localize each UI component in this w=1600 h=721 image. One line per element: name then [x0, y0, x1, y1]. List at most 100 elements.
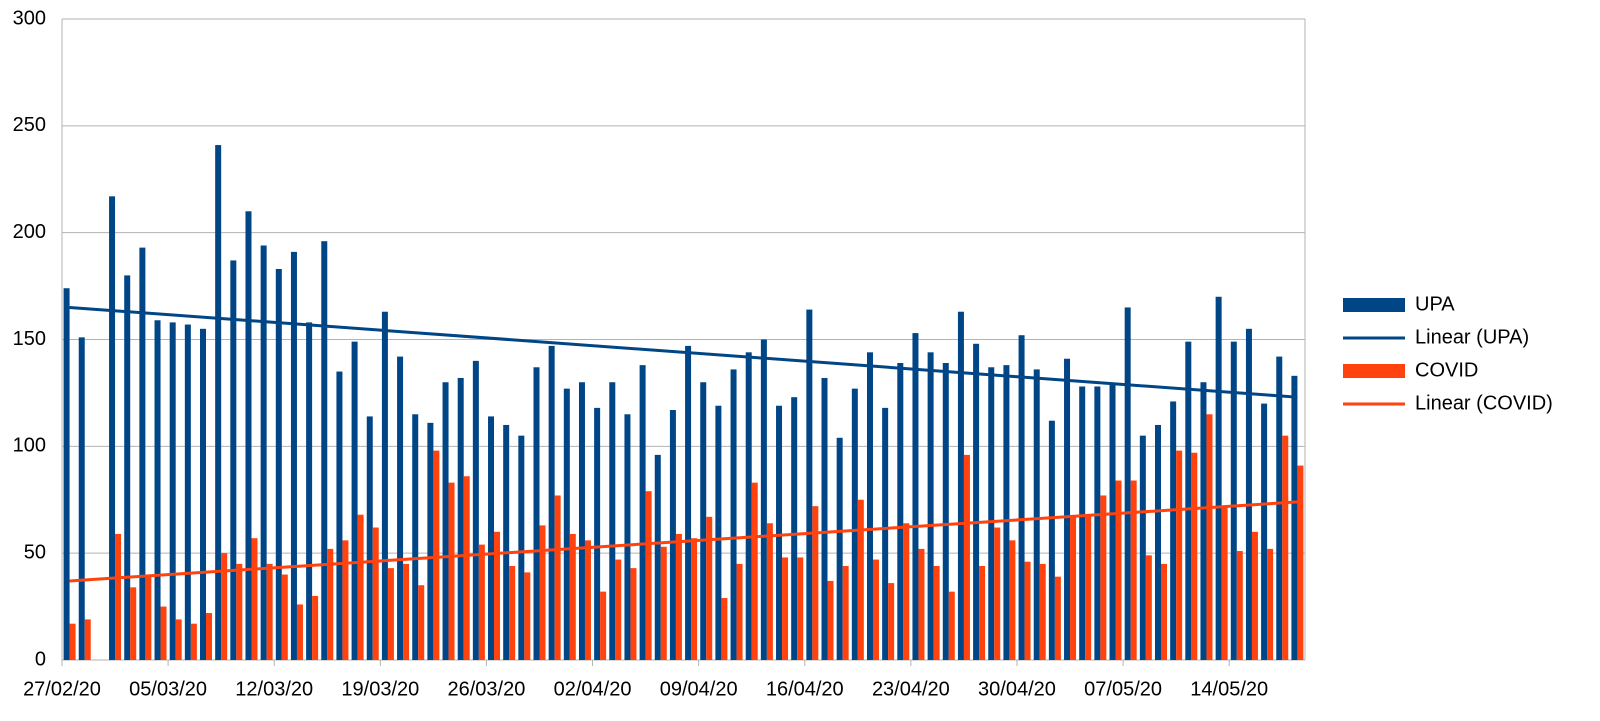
bar [630, 568, 637, 660]
bar [1282, 435, 1289, 660]
bar [130, 587, 137, 660]
bar [200, 328, 207, 660]
bar [736, 563, 743, 660]
bar [776, 405, 783, 660]
bar [1176, 450, 1183, 660]
bar [760, 339, 767, 660]
bar [1160, 563, 1167, 660]
bar [791, 397, 798, 660]
bar [63, 288, 70, 660]
x-tick-label: 30/04/20 [978, 678, 1056, 700]
bar [539, 525, 546, 660]
bar [1033, 369, 1040, 660]
bar [1109, 384, 1116, 660]
x-tick-label: 02/04/20 [554, 678, 632, 700]
bar [1048, 420, 1055, 660]
bar [503, 424, 510, 660]
bar [1115, 480, 1122, 660]
trendline [69, 500, 1298, 583]
bar [509, 565, 516, 660]
y-tick-label: 250 [13, 114, 46, 136]
bar [691, 538, 698, 660]
bar [751, 482, 758, 660]
bar [979, 565, 986, 660]
bar [903, 523, 910, 660]
x-tick-label: 23/04/20 [872, 678, 950, 700]
bar [260, 245, 267, 660]
legend-label: Linear (UPA) [1415, 326, 1529, 348]
bar [927, 352, 934, 660]
bar [821, 377, 828, 660]
bar [1261, 403, 1268, 660]
y-tick-label: 200 [13, 221, 46, 243]
bar [169, 322, 176, 660]
bar [290, 251, 297, 660]
bar [812, 506, 819, 660]
bar [994, 527, 1001, 660]
bar [397, 356, 404, 660]
bar [124, 275, 131, 660]
bar [1185, 341, 1192, 660]
bar [1191, 452, 1198, 660]
bar [1070, 516, 1077, 660]
bar [1170, 401, 1177, 660]
bar [948, 591, 955, 660]
bar [639, 365, 646, 660]
bar [1221, 506, 1228, 660]
bar [1094, 386, 1101, 660]
bar [1139, 435, 1146, 660]
y-tick-label: 100 [13, 435, 46, 457]
bar [296, 604, 303, 660]
bar [433, 450, 440, 660]
bar [888, 583, 895, 660]
bar [357, 514, 364, 660]
bar [1236, 551, 1243, 660]
bar [1230, 341, 1237, 660]
bar [594, 407, 601, 660]
bar [251, 538, 258, 660]
bar [942, 363, 949, 660]
x-tick-label: 07/05/20 [1084, 678, 1162, 700]
bar [1206, 414, 1213, 660]
x-tick-label: 05/03/20 [129, 678, 207, 700]
bar [1276, 356, 1283, 660]
bar [418, 585, 425, 660]
bar [782, 557, 789, 660]
bar [866, 352, 873, 660]
bar [730, 369, 737, 660]
bar [600, 591, 607, 660]
bar [488, 416, 495, 660]
bar [745, 352, 752, 660]
bar [275, 268, 282, 660]
x-tick-label: 09/04/20 [660, 678, 738, 700]
bar [827, 580, 834, 660]
bar [494, 531, 501, 660]
bar [1085, 514, 1092, 660]
bar [882, 407, 889, 660]
bar [615, 559, 622, 660]
bar [115, 533, 122, 660]
bar [806, 309, 813, 660]
bar [1039, 563, 1046, 660]
bar [1200, 382, 1207, 660]
bar [957, 311, 964, 660]
bar [206, 612, 213, 660]
x-tick-label: 16/04/20 [766, 678, 844, 700]
bar [700, 382, 707, 660]
bar [578, 382, 585, 660]
legend-label: UPA [1415, 293, 1455, 315]
bar [706, 516, 713, 660]
bar [372, 527, 379, 660]
bar [609, 382, 616, 660]
bar [569, 533, 576, 660]
bar [766, 523, 773, 660]
bar [1009, 540, 1016, 660]
bar [624, 414, 631, 660]
legend-label: Linear (COVID) [1415, 392, 1553, 414]
bar [524, 572, 531, 660]
bar [842, 565, 849, 660]
bar [918, 548, 925, 660]
bar [1145, 555, 1152, 660]
bar [78, 337, 85, 660]
bar [139, 247, 146, 660]
